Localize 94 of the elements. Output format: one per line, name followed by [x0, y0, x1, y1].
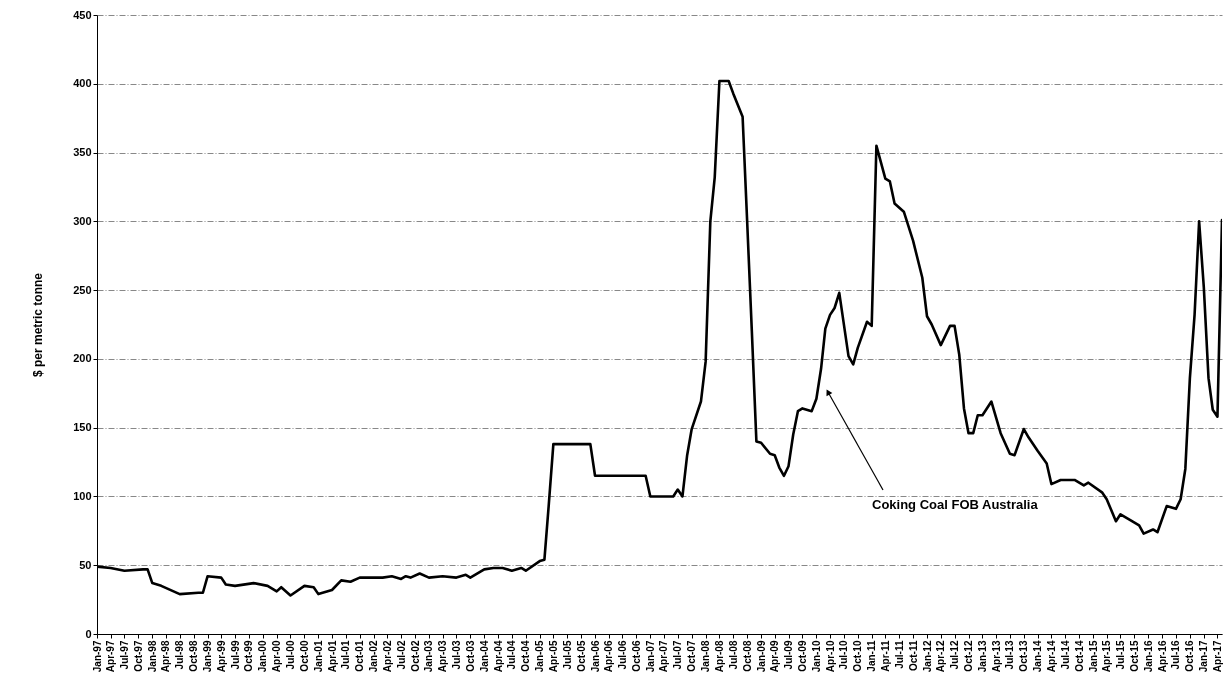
x-tick-label: Apr-10	[824, 640, 836, 673]
x-tick-label: Jul-01	[340, 640, 352, 670]
x-tick-label: Apr-99	[215, 640, 227, 673]
x-tick-label: Oct-16	[1184, 640, 1196, 672]
x-tick-label: Jul-14	[1059, 640, 1071, 670]
x-tick-label: Apr-00	[271, 640, 283, 673]
x-tick-label: Jan-16	[1142, 640, 1154, 673]
x-tick-label: Oct-13	[1018, 640, 1030, 672]
x-tick-label: Oct-97	[132, 640, 144, 672]
x-tick-label: Apr-17	[1211, 640, 1223, 673]
x-tick-label: Oct-09	[796, 640, 808, 672]
x-tick-label: Jul-16	[1170, 640, 1182, 670]
y-tick-label: 350	[73, 146, 92, 159]
x-tick-label: Apr-04	[492, 640, 504, 673]
x-tick-label: Jan-09	[755, 640, 767, 673]
x-tick-label: Jan-03	[423, 640, 435, 673]
y-tick-label: 100	[73, 489, 92, 502]
y-tick-label: 250	[73, 283, 92, 296]
x-tick-label: Oct-15	[1128, 640, 1140, 672]
x-tick-label: Oct-04	[520, 640, 532, 672]
x-tick-label: Apr-05	[547, 640, 559, 673]
x-tick-label: Jan-08	[700, 640, 712, 673]
x-tick-label: Jan-97	[91, 640, 103, 673]
x-tick-label: Jul-07	[672, 640, 684, 670]
x-tick-label: Apr-98	[160, 640, 172, 673]
x-tick-label: Jul-98	[174, 640, 186, 670]
x-tick-label: Jan-10	[810, 640, 822, 673]
x-tick-label: Jul-03	[450, 640, 462, 670]
x-tick-label: Apr-06	[603, 640, 615, 673]
y-tick-label: 450	[73, 8, 92, 21]
x-tick-label: Jan-98	[146, 640, 158, 673]
x-tick-label: Jul-11	[893, 640, 905, 669]
x-tick-label: Oct-06	[630, 640, 642, 672]
x-tick-label: Apr-07	[658, 640, 670, 673]
annotation: Coking Coal FOB Australia	[872, 497, 1039, 512]
x-tick-label: Oct-14	[1073, 640, 1085, 672]
x-tick-label: Apr-03	[437, 640, 449, 673]
x-tick-label: Apr-97	[105, 640, 117, 673]
x-tick-label: Jul-10	[838, 640, 850, 670]
x-tick-label: Jul-15	[1114, 640, 1126, 670]
x-tick-label: Jan-14	[1032, 640, 1044, 673]
x-tick-label: Oct-98	[188, 640, 200, 672]
x-tick-label: Jul-08	[727, 640, 739, 670]
x-tick-label: Jan-02	[368, 640, 380, 673]
x-tick-label: Apr-12	[935, 640, 947, 673]
x-tick-label: Jul-02	[395, 640, 407, 670]
x-tick-label: Jan-01	[312, 640, 324, 673]
x-tick-label: Jan-12	[921, 640, 933, 673]
x-tick-label: Jan-04	[478, 640, 490, 673]
x-tick-label: Apr-15	[1101, 640, 1113, 673]
y-tick-label: 200	[73, 352, 92, 365]
x-tick-label: Oct-01	[354, 640, 366, 672]
x-tick-label: Jul-13	[1004, 640, 1016, 670]
x-tick-label: Jan-05	[534, 640, 546, 673]
x-tick-label: Oct-07	[686, 640, 698, 672]
y-tick-label: 400	[73, 77, 92, 90]
x-tick-label: Jul-05	[561, 640, 573, 670]
x-tick-label: Oct-00	[298, 640, 310, 672]
x-tick-label: Apr-16	[1156, 640, 1168, 673]
x-tick-label: Oct-11	[907, 640, 919, 672]
x-tick-label: Jul-09	[783, 640, 795, 670]
y-tick-label: 300	[73, 214, 92, 227]
x-tick-label: Apr-08	[713, 640, 725, 673]
x-tick-label: Oct-02	[409, 640, 421, 672]
x-tick-label: Oct-05	[575, 640, 587, 672]
x-tick-label: Apr-01	[326, 640, 338, 673]
x-tick-label: Jan-17	[1198, 640, 1210, 673]
x-tick-label: Jan-06	[589, 640, 601, 673]
x-tick-label: Jul-99	[229, 640, 241, 670]
y-axis-title: $ per metric tonne	[31, 272, 46, 378]
x-tick-label: Apr-09	[769, 640, 781, 673]
x-tick-label: Jan-11	[866, 640, 878, 672]
x-tick-label: Jan-99	[202, 640, 214, 673]
x-tick-label: Apr-14	[1045, 640, 1057, 673]
y-tick-label: 50	[79, 558, 92, 571]
x-tick-label: Jan-07	[644, 640, 656, 673]
x-tick-label: Oct-03	[464, 640, 476, 672]
y-tick-label: 0	[85, 627, 92, 640]
x-tick-label: Jul-12	[949, 640, 961, 670]
x-tick-label: Jan-13	[976, 640, 988, 673]
x-tick-label: Oct-12	[963, 640, 975, 672]
x-tick-label: Jul-06	[616, 640, 628, 670]
x-tick-label: Jan-00	[257, 640, 269, 673]
x-tick-label: Apr-02	[381, 640, 393, 673]
x-tick-label: Oct-99	[243, 640, 255, 672]
x-tick-label: Jul-04	[506, 640, 518, 670]
x-tick-label: Oct-10	[852, 640, 864, 672]
x-tick-label: Apr-13	[990, 640, 1002, 673]
x-tick-label: Jul-97	[118, 640, 130, 670]
y-tick-label: 150	[73, 421, 92, 434]
x-tick-label: Jul-00	[284, 640, 296, 670]
x-tick-label: Oct-08	[741, 640, 753, 672]
x-tick-label: Jan-15	[1087, 640, 1099, 673]
x-tick-label: Apr-11	[879, 640, 891, 672]
